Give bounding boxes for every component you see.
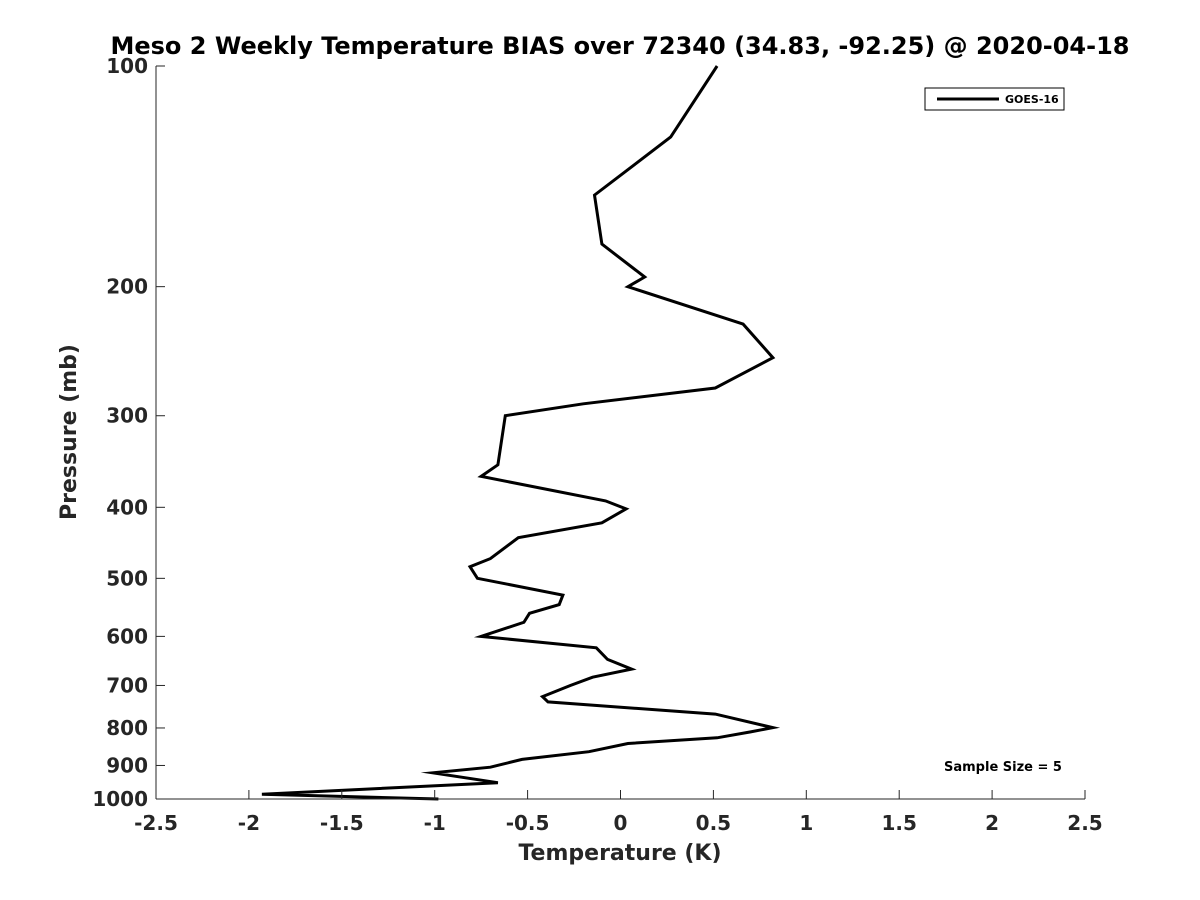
x-tick-label: 2.5	[1067, 811, 1102, 835]
y-tick-label: 400	[106, 495, 148, 519]
legend: GOES-16	[924, 87, 1065, 111]
x-tick-label: 2	[985, 811, 999, 835]
plot-area	[261, 65, 781, 801]
y-tick-label: 900	[106, 753, 148, 777]
y-axis-label: Pressure (mb)	[57, 344, 82, 520]
x-tick-label: 1	[799, 811, 813, 835]
x-tick-label: 0	[614, 811, 628, 835]
x-tick-label: 1.5	[881, 811, 916, 835]
chart-title: Meso 2 Weekly Temperature BIAS over 7234…	[110, 32, 1129, 60]
y-tick-label: 500	[106, 566, 148, 590]
y-tick-label: 700	[106, 673, 148, 697]
y-ticks: 100 200 300 400 500 600 700 800 900 1000	[92, 54, 165, 811]
y-tick-label: 100	[106, 54, 148, 78]
x-tick-label: 0.5	[696, 811, 731, 835]
legend-label-goes-16: GOES-16	[1005, 93, 1059, 106]
x-tick-label: -2.5	[134, 811, 178, 835]
y-tick-label: 1000	[92, 787, 148, 811]
x-tick-label: -1.5	[320, 811, 364, 835]
y-tick-label: 800	[106, 716, 148, 740]
x-ticks: -2.5 -2 -1.5 -1 -0.5 0 0.5 1 1.5 2 2.5	[134, 790, 1103, 835]
y-tick-label: 200	[106, 275, 148, 299]
x-tick-label: -1	[424, 811, 446, 835]
series-line-goes-16	[261, 65, 781, 801]
x-tick-label: -0.5	[506, 811, 550, 835]
sample-size-annotation: Sample Size = 5	[944, 760, 1062, 775]
x-tick-label: -2	[238, 811, 260, 835]
x-axis-label: Temperature (K)	[518, 841, 721, 866]
y-tick-label: 600	[106, 624, 148, 648]
y-tick-label: 300	[106, 404, 148, 428]
